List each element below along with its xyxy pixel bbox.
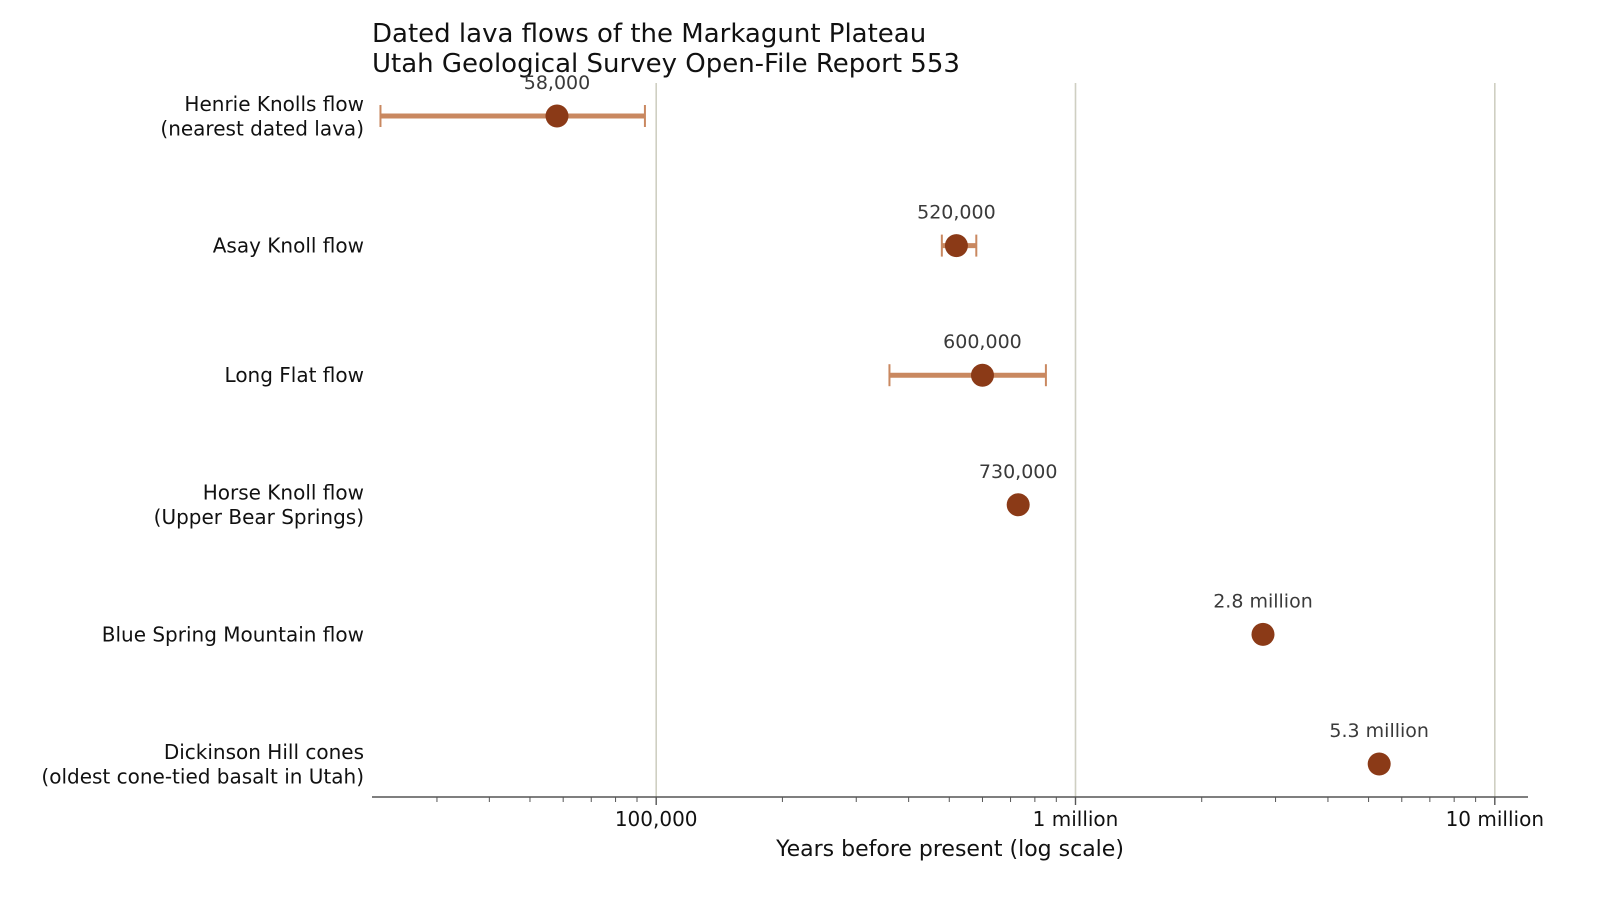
data-label-1: 520,000 bbox=[917, 202, 996, 224]
category-label-3-1: (Upper Bear Springs) bbox=[154, 505, 364, 529]
data-point-0 bbox=[545, 104, 569, 128]
x-tick-label-0: 100,000 bbox=[615, 807, 698, 831]
category-label-3-0: Horse Knoll flow bbox=[203, 481, 364, 505]
chart-title-line-1: Dated lava flows of the Markagunt Platea… bbox=[372, 19, 926, 49]
data-point-4 bbox=[1251, 622, 1275, 646]
data-point-3 bbox=[1006, 493, 1030, 517]
category-label-5-0: Dickinson Hill cones bbox=[164, 740, 364, 764]
data-point-1 bbox=[944, 234, 968, 258]
category-label-0-0: Henrie Knolls flow bbox=[184, 92, 364, 116]
data-points bbox=[545, 104, 1391, 776]
chart-title-line-2: Utah Geological Survey Open-File Report … bbox=[372, 49, 960, 79]
data-label-3: 730,000 bbox=[979, 461, 1058, 483]
data-label-2: 600,000 bbox=[943, 331, 1022, 353]
category-label-4-0: Blue Spring Mountain flow bbox=[102, 622, 364, 646]
data-label-5: 5.3 million bbox=[1329, 720, 1429, 742]
category-label-0-1: (nearest dated lava) bbox=[160, 116, 364, 140]
data-point-5 bbox=[1367, 752, 1391, 776]
grid-lines bbox=[655, 83, 1496, 797]
x-axis-label: Years before present (log scale) bbox=[775, 837, 1124, 862]
data-label-0: 58,000 bbox=[524, 72, 590, 94]
category-label-2-0: Long Flat flow bbox=[225, 363, 364, 387]
error-bars bbox=[379, 105, 1047, 516]
data-label-4: 2.8 million bbox=[1213, 590, 1313, 612]
x-tick-label-1: 1 million bbox=[1033, 807, 1119, 831]
category-label-1-0: Asay Knoll flow bbox=[213, 234, 364, 258]
x-axis: 100,000 1 million 10 million bbox=[372, 796, 1544, 831]
category-labels: Henrie Knolls flow(nearest dated lava) As… bbox=[41, 92, 364, 789]
data-labels: 58,000 520,000 600,000 730,000 2.8 million 5.… bbox=[524, 72, 1429, 742]
x-tick-label-2: 10 million bbox=[1446, 807, 1544, 831]
category-label-5-1: (oldest cone-tied basalt in Utah) bbox=[41, 764, 364, 788]
data-point-2 bbox=[970, 363, 994, 387]
